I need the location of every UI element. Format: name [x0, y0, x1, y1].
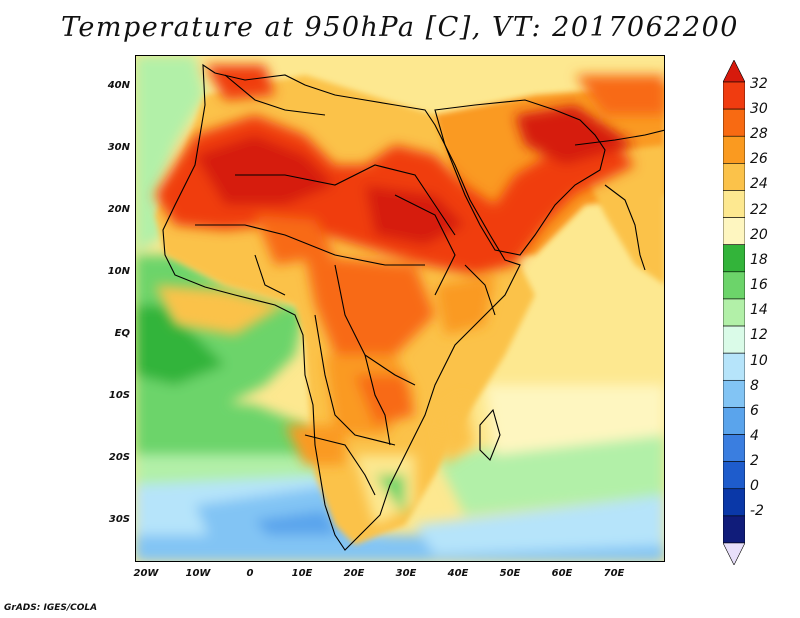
lon-label-10w: 10W: [185, 568, 211, 579]
lon-label-40e: 40E: [447, 568, 469, 579]
map-canvas: [135, 55, 665, 562]
colorbar-label-20: 20: [750, 227, 768, 243]
colorbar-segment: [723, 352, 745, 381]
colorbar-label-32: 32: [750, 76, 768, 92]
colorbar-segment: [723, 163, 745, 191]
lon-label-70e: 70E: [603, 568, 625, 579]
colorbar-label-6: 6: [750, 403, 759, 419]
lat-label-20n: 20N: [107, 204, 130, 215]
colorbar-segment: [723, 325, 745, 354]
colorbar-label-4: 4: [750, 428, 759, 444]
lon-label-0: 0: [246, 568, 254, 579]
colorbar-segment: [723, 217, 745, 246]
lat-label-30s: 30S: [108, 514, 130, 525]
colorbar-segment: [723, 108, 745, 137]
lon-label-60e: 60E: [551, 568, 573, 579]
colorbar-segment: [723, 81, 745, 110]
lat-label-10n: 10N: [107, 266, 130, 277]
lon-label-30e: 30E: [395, 568, 417, 579]
colorbar-label-16: 16: [750, 277, 768, 293]
lat-label-10s: 10S: [108, 390, 130, 401]
colorbar-segment: [723, 298, 745, 327]
colorbar-segment: [723, 271, 745, 300]
lon-label-10e: 10E: [291, 568, 313, 579]
colorbar-label-minus2: -2: [750, 503, 764, 519]
colorbar-label-12: 12: [750, 327, 768, 343]
colorbar-segment: [723, 407, 745, 435]
colorbar-label-24: 24: [750, 176, 768, 192]
chart-title: Temperature at 950hPa [C], VT: 201706220…: [61, 12, 739, 43]
lon-label-20w: 20W: [133, 568, 159, 579]
lat-label-eq: EQ: [114, 328, 130, 339]
coastlines: [162, 63, 665, 551]
colorbar-label-30: 30: [750, 101, 768, 117]
lat-label-20s: 20S: [108, 452, 130, 463]
colorbar-top-arrow: [723, 60, 745, 83]
colorbar-segment: [723, 434, 745, 462]
colorbar-label-26: 26: [750, 151, 768, 167]
colorbar: [723, 60, 745, 565]
lon-label-20e: 20E: [343, 568, 365, 579]
colorbar-segment: [723, 461, 745, 490]
colorbar-label-14: 14: [750, 302, 768, 318]
colorbar-label-18: 18: [750, 252, 768, 268]
lat-label-30n: 30N: [107, 142, 130, 153]
colorbar-label-8: 8: [750, 378, 759, 394]
colorbar-segment: [723, 244, 745, 273]
colorbar-segment: [723, 488, 745, 517]
temperature-map: [135, 55, 665, 562]
grads-credit: GrADS: IGES/COLA: [4, 603, 98, 613]
colorbar-label-10: 10: [750, 353, 768, 369]
colorbar-label-0: 0: [750, 478, 759, 494]
map-frame: [135, 55, 665, 562]
colorbar-segment: [723, 135, 745, 164]
colorbar-bottom-arrow: [723, 542, 745, 565]
colorbar-label-22: 22: [750, 202, 768, 218]
colorbar-label-2: 2: [750, 453, 759, 469]
colorbar-segment: [723, 515, 745, 544]
lon-label-50e: 50E: [499, 568, 521, 579]
colorbar-segment: [723, 379, 745, 408]
colorbar-label-28: 28: [750, 126, 768, 142]
colorbar-segment: [723, 190, 745, 218]
lat-label-40n: 40N: [107, 80, 130, 91]
